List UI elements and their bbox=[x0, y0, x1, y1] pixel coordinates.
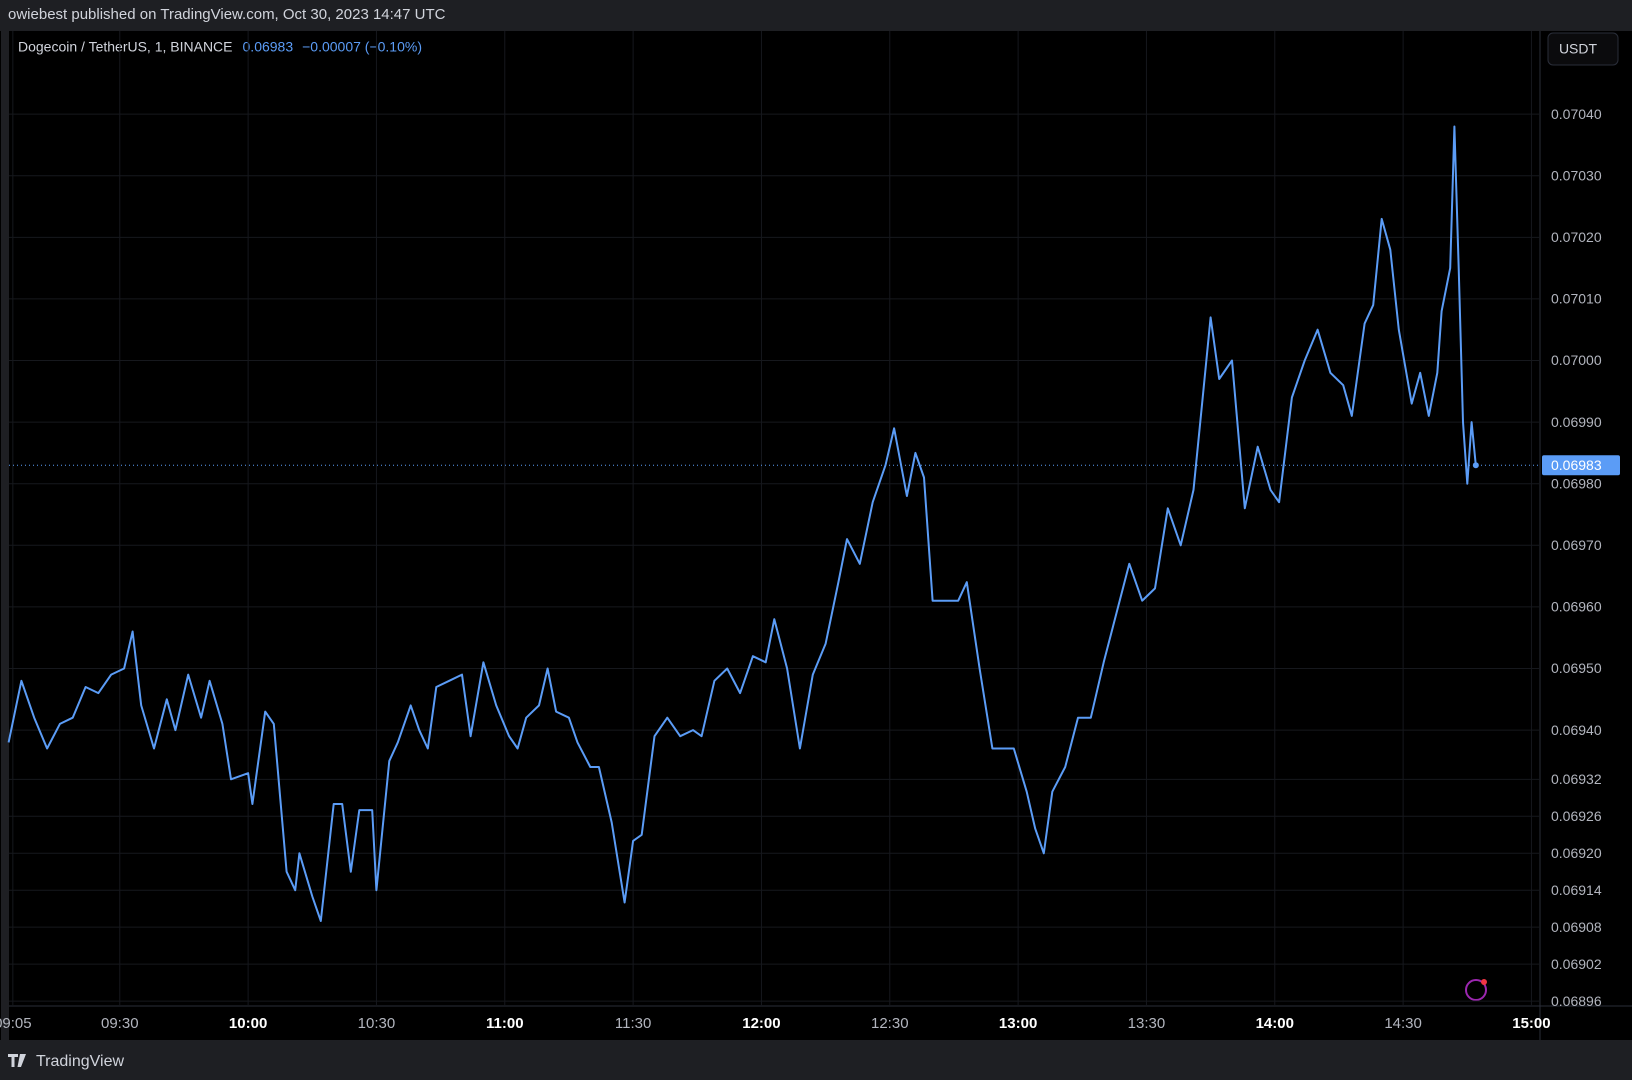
y-tick-label: 0.06914 bbox=[1551, 882, 1602, 898]
currency-button[interactable] bbox=[1547, 32, 1619, 66]
symbol[interactable]: Dogecoin / TetherUS, 1, BINANCE bbox=[18, 39, 233, 55]
brand: TradingView bbox=[36, 1053, 124, 1070]
legend-change: −0.00007 (−0.10%) bbox=[302, 39, 422, 55]
x-tick-label: 11:00 bbox=[486, 1015, 524, 1032]
y-tick-label: 0.06908 bbox=[1551, 919, 1602, 935]
legend-price: 0.06983 bbox=[243, 39, 294, 55]
logo bbox=[8, 1054, 26, 1067]
x-tick-label: 15:00 bbox=[1512, 1015, 1550, 1032]
y-tick-label: 0.06980 bbox=[1551, 475, 1602, 491]
x-tick-label: 09:30 bbox=[101, 1015, 139, 1032]
alert-icon[interactable] bbox=[1465, 979, 1487, 1001]
x-tick-label: 13:00 bbox=[999, 1015, 1037, 1032]
publisher-note: owiebest published on TradingView.com, O… bbox=[8, 6, 446, 23]
x-tick-label: 11:30 bbox=[615, 1015, 651, 1032]
x-tick-label: 12:00 bbox=[742, 1015, 780, 1032]
y-tick-label: 0.06970 bbox=[1551, 537, 1602, 553]
y-tick-label: 0.07020 bbox=[1551, 229, 1602, 245]
y-tick-label: 0.06990 bbox=[1551, 414, 1602, 430]
top-bar bbox=[0, 0, 1632, 31]
currency[interactable]: USDT bbox=[1559, 41, 1598, 57]
x-tick-label: 13:30 bbox=[1128, 1015, 1166, 1032]
x-tick-label: 10:30 bbox=[358, 1015, 396, 1032]
left-border bbox=[1, 31, 9, 1040]
y-tick-label: 0.06960 bbox=[1551, 599, 1602, 615]
x-tick-label: 10:00 bbox=[229, 1015, 267, 1032]
y-tick-label: 0.06940 bbox=[1551, 722, 1602, 738]
last-price-tag bbox=[1542, 455, 1620, 476]
y-tick-label: 0.06920 bbox=[1551, 845, 1602, 861]
x-tick-label: 14:30 bbox=[1384, 1015, 1422, 1032]
plot bbox=[7, 125, 1540, 922]
alert-dot bbox=[1481, 979, 1487, 985]
grid bbox=[9, 31, 1540, 1006]
x-tick-label: 09:05 bbox=[0, 1015, 32, 1032]
y-tick-label: 0.07010 bbox=[1551, 291, 1602, 307]
x-tick-label: 14:00 bbox=[1256, 1015, 1294, 1032]
last-price-label: 0.06983 bbox=[1551, 457, 1602, 473]
y-tick-label: 0.06926 bbox=[1551, 808, 1602, 824]
x-tick-label: 12:30 bbox=[871, 1015, 909, 1032]
y-tick-label: 0.07000 bbox=[1551, 352, 1602, 368]
y-tick-label: 0.06902 bbox=[1551, 956, 1602, 972]
last-point bbox=[1472, 462, 1479, 469]
y-tick-label: 0.07030 bbox=[1551, 167, 1602, 183]
y-tick-label: 0.07040 bbox=[1551, 106, 1602, 122]
y-tick-label: 0.06896 bbox=[1551, 993, 1602, 1009]
y-tick-label: 0.06950 bbox=[1551, 660, 1602, 676]
y-tick-label: 0.06932 bbox=[1551, 771, 1602, 787]
price-line bbox=[7, 125, 1477, 922]
bottom-bar bbox=[0, 1040, 1632, 1080]
